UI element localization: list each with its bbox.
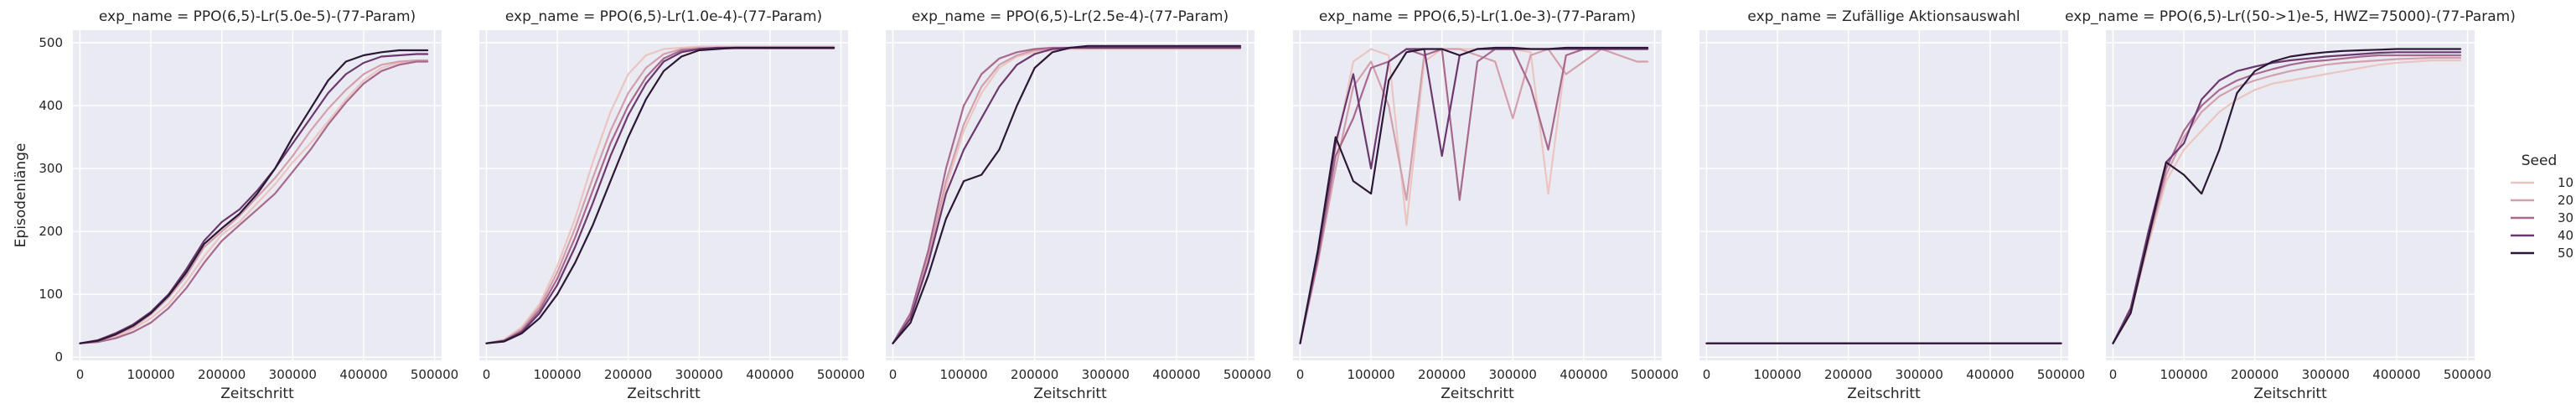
x-tick-label: 300000 <box>1082 367 1130 382</box>
series-line-seed-50 <box>2112 48 2462 344</box>
x-tick-label: 0 <box>1296 367 1305 382</box>
facet-panel: 0 100000 200000 300000 400000 500000 exp_name … <box>886 8 1271 402</box>
x-tick-label: 300000 <box>1896 367 1943 382</box>
facet-panel: 0 100000 200000 300000 400000 500000 exp_name … <box>2065 8 2516 402</box>
x-tick-label: 400000 <box>746 367 794 382</box>
series-line-seed-50 <box>485 46 835 344</box>
y-tick-label: 400 <box>39 98 63 113</box>
x-tick-label: 400000 <box>1152 367 1200 382</box>
x-tick-label: 100000 <box>127 367 174 382</box>
legend-label-seed-40: 40 <box>2558 228 2573 243</box>
series-line-seed-20 <box>2112 56 2462 344</box>
facet-title: exp_name = PPO(6,5)-Lr(1.0e-3)-(77-Param… <box>1319 8 1636 25</box>
x-tick-label: 400000 <box>1966 367 2014 382</box>
x-axis-label: Zeitschritt <box>1441 385 1514 402</box>
x-axis-label: Zeitschritt <box>2253 385 2327 402</box>
x-tick-label: 200000 <box>2231 367 2279 382</box>
legend-title: Seed <box>2522 153 2558 169</box>
facet-title: exp_name = PPO(6,5)-Lr(5.0e-5)-(77-Param… <box>99 8 416 25</box>
plot-area <box>2106 30 2475 360</box>
x-tick-label: 0 <box>1703 367 1711 382</box>
y-tick-label: 300 <box>39 161 63 176</box>
x-tick-label: 200000 <box>604 367 652 382</box>
x-axis-label: Zeitschritt <box>220 385 294 402</box>
x-axis-label: Zeitschritt <box>1847 385 1921 402</box>
x-tick-label: 0 <box>76 367 85 382</box>
y-tick-label: 100 <box>39 287 63 302</box>
x-tick-label: 0 <box>889 367 897 382</box>
x-axis-label: Zeitschritt <box>627 385 701 402</box>
facet-title: exp_name = PPO(6,5)-Lr((50->1)e-5, HWZ=7… <box>2065 8 2516 25</box>
x-tick-label: 100000 <box>2160 367 2207 382</box>
x-tick-label: 100000 <box>1753 367 1801 382</box>
x-tick-label: 200000 <box>1011 367 1058 382</box>
legend-label-seed-10: 10 <box>2558 175 2573 190</box>
series-line-seed-50 <box>892 44 1242 344</box>
series-line-seed-50 <box>79 49 429 344</box>
x-tick-label: 500000 <box>2037 367 2085 382</box>
facet-panel: 0 100000 200000 300000 400000 500000 0 100 200 30… <box>39 8 458 402</box>
x-tick-label: 500000 <box>817 367 865 382</box>
x-tick-label: 400000 <box>1560 367 1607 382</box>
x-tick-label: 200000 <box>198 367 246 382</box>
x-axis-label: Zeitschritt <box>1033 385 1107 402</box>
plot-area <box>1293 30 1662 360</box>
series-line-seed-20 <box>1299 48 1649 344</box>
facet-panel: 0 100000 200000 300000 400000 500000 exp_name … <box>1699 8 2085 402</box>
series-line-seed-50 <box>1299 46 1649 344</box>
x-tick-label: 400000 <box>339 367 387 382</box>
y-axis-label: Episodenlänge <box>13 143 29 248</box>
facet-title: exp_name = PPO(6,5)-Lr(2.5e-4)-(77-Param… <box>912 8 1229 25</box>
plot-area <box>1699 30 2068 360</box>
series-line-seed-20 <box>79 59 429 344</box>
facet-panel: 0 100000 200000 300000 400000 500000 exp_name … <box>479 8 865 402</box>
x-tick-label: 500000 <box>1223 367 1271 382</box>
x-tick-label: 400000 <box>2372 367 2420 382</box>
x-tick-label: 100000 <box>1347 367 1394 382</box>
series-line-seed-40 <box>2112 51 2462 344</box>
x-tick-label: 100000 <box>533 367 581 382</box>
x-tick-label: 500000 <box>2444 367 2491 382</box>
x-tick-label: 100000 <box>939 367 987 382</box>
y-tick-label: 200 <box>39 224 63 239</box>
series-line-seed-10 <box>892 48 1242 344</box>
legend-label-seed-20: 20 <box>2558 193 2573 208</box>
series-line-seed-30 <box>79 60 429 344</box>
legend-label-seed-30: 30 <box>2558 210 2573 225</box>
facet-title: exp_name = Zufällige Aktionsauswahl <box>1747 8 2020 25</box>
facet-panel: 0 100000 200000 300000 400000 500000 exp_name … <box>1293 8 1679 402</box>
series-line-seed-40 <box>79 53 429 344</box>
x-tick-label: 200000 <box>1418 367 1466 382</box>
facet-title: exp_name = PPO(6,5)-Lr(1.0e-4)-(77-Param… <box>505 8 822 25</box>
x-tick-label: 300000 <box>675 367 723 382</box>
x-tick-label: 0 <box>2109 367 2118 382</box>
plot-area <box>73 30 442 360</box>
x-tick-label: 300000 <box>1489 367 1537 382</box>
y-tick-label: 0 <box>54 349 63 365</box>
x-tick-label: 0 <box>483 367 491 382</box>
series-line-seed-10 <box>2112 59 2462 344</box>
x-tick-label: 300000 <box>269 367 317 382</box>
x-tick-label: 500000 <box>411 367 458 382</box>
x-tick-label: 200000 <box>1824 367 1872 382</box>
x-tick-label: 500000 <box>1631 367 1679 382</box>
y-tick-label: 500 <box>39 35 63 50</box>
plot-area <box>886 30 1254 360</box>
legend-label-seed-50: 50 <box>2558 246 2573 261</box>
x-tick-label: 300000 <box>2302 367 2350 382</box>
series-line-seed-10 <box>79 60 429 344</box>
